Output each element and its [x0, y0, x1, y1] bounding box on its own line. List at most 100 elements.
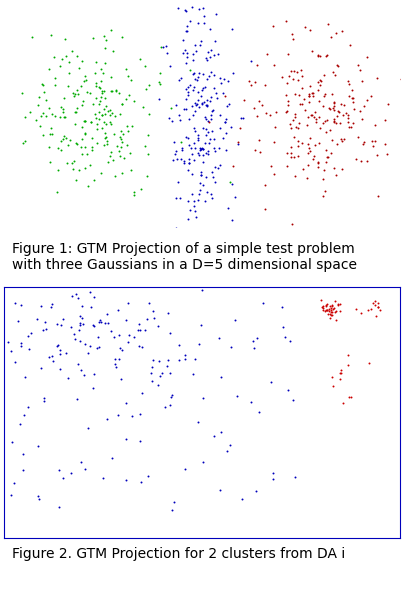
- Point: [186, 159, 193, 169]
- Point: [344, 111, 351, 120]
- Point: [136, 341, 142, 351]
- Point: [398, 74, 404, 84]
- Point: [130, 187, 137, 197]
- Point: [358, 156, 364, 165]
- Point: [316, 96, 322, 106]
- Point: [203, 149, 209, 158]
- Point: [64, 140, 71, 150]
- Point: [117, 152, 124, 161]
- Point: [202, 114, 209, 124]
- Point: [74, 85, 80, 95]
- Point: [87, 117, 94, 127]
- Point: [196, 5, 202, 14]
- Point: [89, 145, 95, 155]
- Point: [382, 115, 388, 124]
- Point: [103, 136, 110, 146]
- Point: [200, 123, 206, 132]
- Point: [151, 313, 157, 323]
- Point: [90, 100, 97, 109]
- Point: [351, 104, 357, 114]
- Point: [211, 71, 217, 80]
- Point: [347, 392, 354, 402]
- Point: [291, 153, 297, 162]
- Point: [172, 149, 179, 159]
- Point: [182, 5, 189, 15]
- Point: [186, 115, 193, 124]
- Point: [46, 103, 52, 113]
- Point: [191, 201, 197, 211]
- Point: [330, 303, 337, 312]
- Point: [361, 101, 368, 111]
- Point: [208, 110, 214, 120]
- Point: [108, 147, 115, 157]
- Point: [239, 494, 246, 504]
- Point: [191, 138, 198, 148]
- Point: [78, 122, 85, 132]
- Point: [98, 92, 105, 102]
- Point: [287, 119, 294, 129]
- Point: [112, 359, 118, 368]
- Point: [207, 96, 213, 106]
- Point: [156, 356, 163, 366]
- Point: [93, 138, 100, 148]
- Point: [62, 51, 69, 60]
- Point: [125, 126, 131, 135]
- Point: [99, 110, 105, 120]
- Point: [332, 71, 339, 80]
- Point: [77, 320, 84, 330]
- Text: Figure 2. GTM Projection for 2 clusters from DA i: Figure 2. GTM Projection for 2 clusters …: [12, 547, 345, 561]
- Point: [103, 140, 110, 149]
- Point: [19, 88, 25, 98]
- Point: [335, 299, 341, 309]
- Point: [203, 53, 209, 62]
- Point: [200, 83, 206, 93]
- Point: [28, 32, 35, 42]
- Point: [108, 326, 115, 335]
- Point: [208, 66, 214, 76]
- Point: [263, 108, 269, 117]
- Point: [349, 93, 356, 103]
- Point: [42, 95, 49, 104]
- Point: [205, 47, 211, 57]
- Point: [209, 193, 216, 202]
- Point: [107, 110, 114, 120]
- Point: [122, 399, 129, 408]
- Point: [295, 137, 302, 146]
- Point: [373, 150, 380, 160]
- Point: [202, 82, 208, 92]
- Point: [49, 129, 55, 139]
- Point: [82, 143, 88, 152]
- Point: [221, 91, 228, 101]
- Point: [337, 299, 343, 309]
- Point: [318, 302, 325, 312]
- Point: [211, 432, 217, 442]
- Point: [42, 324, 49, 333]
- Point: [323, 51, 329, 60]
- Point: [56, 345, 63, 355]
- Point: [188, 143, 194, 153]
- Point: [198, 98, 205, 108]
- Point: [320, 175, 326, 184]
- Point: [217, 110, 223, 120]
- Point: [192, 126, 198, 136]
- Point: [137, 54, 143, 64]
- Point: [345, 114, 351, 123]
- Point: [309, 88, 315, 97]
- Point: [72, 120, 78, 129]
- Point: [71, 335, 78, 344]
- Point: [35, 441, 41, 451]
- Point: [325, 19, 331, 28]
- Point: [73, 103, 80, 113]
- Point: [169, 116, 176, 126]
- Point: [119, 129, 126, 139]
- Point: [306, 91, 313, 101]
- Point: [217, 486, 223, 495]
- Point: [326, 126, 333, 135]
- Point: [87, 341, 94, 351]
- Point: [273, 107, 280, 117]
- Point: [316, 75, 323, 85]
- Point: [285, 71, 292, 81]
- Point: [113, 86, 120, 95]
- Point: [226, 440, 233, 450]
- Point: [373, 74, 380, 83]
